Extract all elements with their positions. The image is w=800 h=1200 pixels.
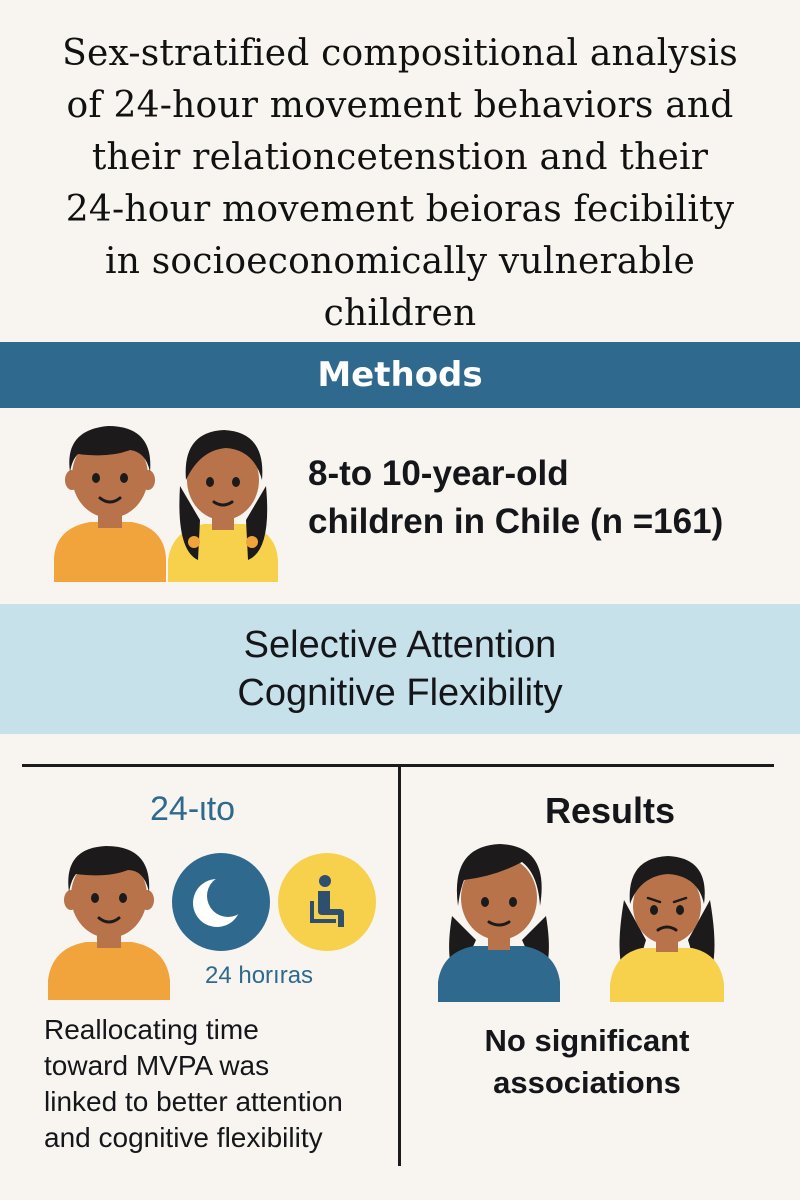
- left-finding-line-2: toward MVPA was: [44, 1050, 270, 1081]
- sample-description: 8-to 10-year-old children in Chile (n =1…: [308, 450, 723, 546]
- left-finding-line-3: linked to better attention: [44, 1086, 343, 1117]
- measure-cognitive-flexibility: Cognitive Flexibility: [237, 672, 563, 714]
- sad-girl-icon: [610, 856, 724, 1002]
- left-finding-line-4: and cognitive flexibility: [44, 1122, 323, 1153]
- title-line-1: Sex-stratified compositional analysis: [62, 33, 738, 74]
- children-icon: [54, 426, 278, 582]
- methods-banner: Methods: [0, 342, 800, 408]
- sample-line-1: 8-to 10-year-old: [308, 454, 569, 493]
- moon-icon: [172, 853, 270, 951]
- title-line-5: in socioeconomically vulnerable: [105, 241, 695, 282]
- girl-icon: [168, 430, 278, 582]
- results-line-2: associations: [493, 1065, 681, 1100]
- page-title: Sex-stratified compositional analysis of…: [0, 28, 800, 340]
- left-finding-line-1: Reallocating time: [44, 1014, 259, 1045]
- measures-banner: Selective Attention Cognitive Flexibilit…: [0, 604, 800, 734]
- results-finding: No significant associations: [402, 1020, 772, 1104]
- time-label: 24 horıras: [205, 962, 314, 989]
- section-divider-vertical: [398, 766, 401, 1166]
- boy-icon: [48, 846, 170, 1000]
- title-line-6: children: [323, 293, 477, 334]
- sample-line-2: children in Chile (n =161): [308, 502, 724, 541]
- seated-person-icon: [278, 853, 376, 951]
- left-panel-heading: 24-ιto: [150, 790, 236, 828]
- left-panel-finding: Reallocating time toward MVPA was linked…: [44, 1012, 394, 1156]
- title-block: Sex-stratified compositional analysis of…: [0, 28, 800, 340]
- results-girls-icon: [438, 844, 724, 1002]
- boy-icon: [54, 426, 166, 582]
- girl-icon: [438, 844, 560, 1002]
- title-line-4: 24-hour movement beioras fecibility: [65, 189, 735, 230]
- section-divider-horizontal: [22, 764, 774, 767]
- results-line-1: No significant: [484, 1023, 690, 1058]
- methods-heading: Methods: [317, 355, 483, 395]
- title-line-3: their relationcetenstion and their: [91, 137, 709, 178]
- measure-selective-attention: Selective Attention: [243, 624, 557, 666]
- results-heading: Results: [544, 790, 676, 831]
- title-line-2: of 24-hour movement behaviors and: [66, 85, 734, 126]
